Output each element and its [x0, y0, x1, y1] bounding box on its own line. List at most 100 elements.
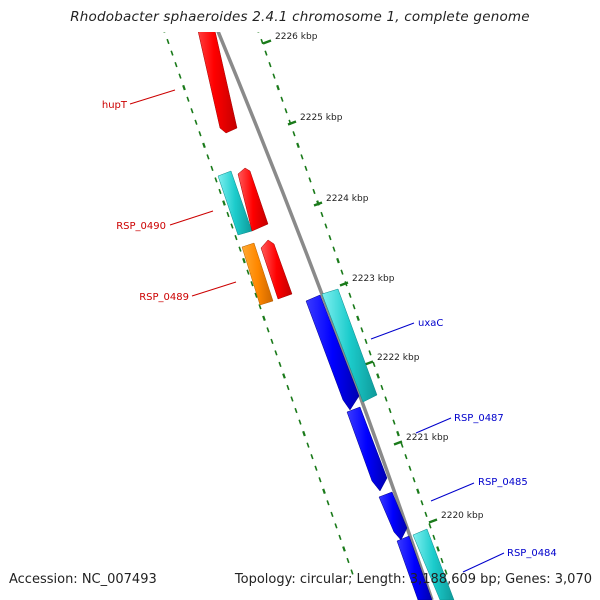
inner-tick-mark — [286, 384, 290, 391]
inner-tick-mark — [254, 292, 258, 298]
outer-tick-mark — [440, 557, 444, 564]
outer-tick-mark — [336, 257, 340, 264]
outer-tick-mark — [296, 142, 300, 149]
gene-label-RSP_0487[interactable]: RSP_0487 — [454, 413, 504, 424]
inner-tick-mark — [166, 38, 170, 45]
major-tick-mark — [364, 360, 374, 366]
outer-tick-mark — [364, 338, 368, 344]
outer-tick-mark — [384, 396, 388, 402]
gene-RSP_0489-red[interactable] — [260, 239, 293, 300]
leader-line-RSP_0490 — [169, 210, 214, 226]
major-tick-mark — [313, 201, 323, 207]
outer-tick-mark — [404, 454, 408, 460]
gene-RSP_0487[interactable] — [346, 406, 388, 492]
outer-tick-mark — [428, 523, 432, 529]
outer-tick-mark — [368, 350, 372, 356]
tick-label: 2224 kbp — [326, 194, 369, 204]
outer-tick-mark — [328, 234, 332, 241]
major-tick-mark — [262, 39, 272, 45]
inner-tick-mark — [282, 373, 286, 379]
outer-tick-mark — [260, 38, 264, 45]
gene-RSP_0490[interactable] — [237, 167, 269, 232]
inner-tick-ring — [163, 32, 354, 575]
outer-tick-mark — [257, 32, 260, 33]
outer-tick-mark — [360, 327, 364, 333]
gene-label-RSP_0490[interactable]: RSP_0490 — [116, 221, 166, 232]
outer-tick-mark — [396, 430, 400, 437]
inner-tick-mark — [338, 534, 342, 541]
outer-tick-mark — [268, 61, 272, 68]
tick-label: 2222 kbp — [377, 353, 420, 363]
inner-tick-mark — [310, 454, 314, 460]
inner-tick-mark — [174, 61, 178, 68]
gene-RSP_0485[interactable] — [378, 491, 408, 541]
inner-tick-mark — [258, 304, 262, 310]
inner-tick-mark — [178, 73, 182, 79]
tick-label: 2221 kbp — [406, 433, 449, 443]
outer-tick-mark — [324, 223, 328, 229]
outer-tick-ring — [257, 32, 448, 575]
outer-tick-mark — [416, 488, 420, 494]
genome-summary-text: Topology: circular; Length: 3,188,609 bp… — [234, 572, 592, 587]
outer-tick-mark — [300, 154, 304, 160]
tick-labels: 2226 kbp 2225 kbp 2224 kbp 2223 kbp 2222 kbp… — [262, 32, 484, 524]
outer-tick-mark — [356, 315, 360, 322]
inner-tick-mark — [318, 477, 322, 483]
inner-tick-mark — [218, 188, 222, 195]
inner-tick-mark — [306, 442, 310, 448]
outer-tick-mark — [408, 465, 412, 471]
feature-RSP_0489[interactable] — [241, 242, 274, 306]
inner-tick-mark — [262, 315, 266, 322]
outer-tick-mark — [308, 177, 312, 183]
inner-tick-mark — [314, 465, 318, 471]
gene-label-RSP_0484[interactable]: RSP_0484 — [507, 548, 557, 559]
gene-label-uxaC[interactable]: uxaC — [418, 318, 443, 329]
inner-tick-mark — [170, 50, 174, 56]
gene-label-RSP_0485[interactable]: RSP_0485 — [478, 477, 528, 488]
gene-hupT[interactable] — [191, 0, 238, 134]
outer-tick-mark — [380, 384, 384, 391]
leader-line-RSP_0485 — [430, 482, 475, 502]
gene-label-RSP_0489[interactable]: RSP_0489 — [139, 292, 189, 303]
tick-label: 2220 kbp — [441, 511, 484, 521]
inner-tick-mark — [246, 269, 250, 275]
outer-tick-mark — [392, 419, 396, 425]
inner-tick-mark — [266, 327, 270, 333]
leader-line-hupT — [129, 89, 176, 105]
inner-tick-mark — [334, 523, 338, 529]
inner-tick-mark — [186, 96, 190, 102]
inner-tick-mark — [222, 200, 226, 206]
outer-tick-mark — [276, 84, 280, 91]
inner-tick-mark — [226, 211, 230, 218]
gene-label-hupT[interactable]: hupT — [102, 100, 128, 111]
inner-tick-mark — [326, 500, 330, 506]
major-tick-mark — [339, 281, 349, 287]
outer-tick-mark — [432, 534, 436, 541]
major-tick-mark — [393, 440, 403, 446]
outer-tick-mark — [424, 511, 428, 517]
gene-uxaC[interactable] — [305, 294, 360, 411]
map-title: Rhodobacter sphaeroides 2.4.1 chromosome… — [70, 9, 530, 25]
inner-tick-mark — [194, 119, 198, 125]
inner-tick-mark — [206, 154, 210, 160]
cds-RSP_0484[interactable] — [412, 528, 455, 600]
inner-tick-mark — [190, 108, 194, 114]
cds-uxaC[interactable] — [321, 288, 378, 403]
inner-tick-mark — [230, 223, 234, 229]
tick-label: 2223 kbp — [352, 274, 395, 284]
inner-tick-mark — [214, 177, 218, 183]
outer-tick-mark — [444, 569, 448, 575]
inner-tick-mark — [242, 257, 246, 264]
inner-tick-mark — [210, 165, 214, 172]
cds-feature[interactable] — [166, 0, 188, 18]
inner-tick-mark — [182, 84, 186, 91]
major-tick-mark — [287, 120, 297, 126]
gene-RSP_0484[interactable] — [396, 535, 433, 600]
leader-line-RSP_0489 — [191, 281, 237, 297]
inner-tick-mark — [163, 32, 166, 33]
inner-tick-mark — [342, 546, 346, 552]
inner-tick-mark — [294, 407, 298, 414]
inner-tick-mark — [234, 234, 238, 241]
accession-text: Accession: NC_007493 — [9, 572, 157, 587]
